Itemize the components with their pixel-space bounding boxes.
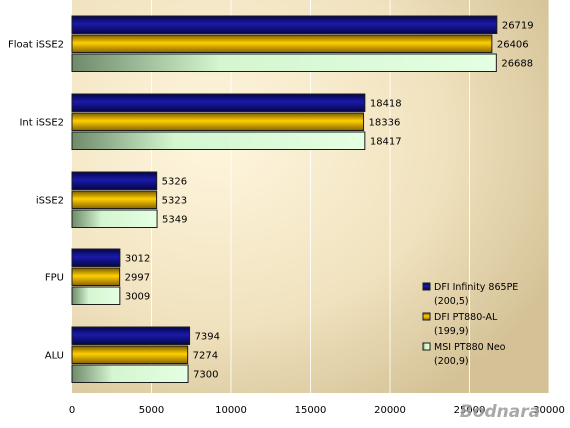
data-label: 18417 xyxy=(370,136,402,147)
category-labels: Float iSSE2 Int iSSE2 iSSE2 FPU ALU xyxy=(8,39,64,361)
legend-sublabel: (199,9) xyxy=(434,326,469,337)
data-label: 26406 xyxy=(497,39,529,50)
category-label: Int iSSE2 xyxy=(19,117,64,128)
x-tick-label: 0 xyxy=(69,405,75,416)
data-label: 26688 xyxy=(501,58,533,69)
bar xyxy=(71,93,366,112)
x-tick-label: 5000 xyxy=(139,405,164,416)
data-label: 5326 xyxy=(162,176,187,187)
legend: DFI Infinity 865PE (200,5) DFI PT880-AL (19… xyxy=(422,282,518,367)
data-label: 18418 xyxy=(370,98,402,109)
data-label: 26719 xyxy=(502,20,534,31)
data-label: 7300 xyxy=(193,369,218,380)
bar xyxy=(71,209,158,228)
category-label: ALU xyxy=(45,350,64,361)
x-tick-label: 25000 xyxy=(454,405,486,416)
bar xyxy=(71,286,121,305)
bar xyxy=(71,15,498,34)
legend-label: MSI PT880 Neo xyxy=(434,342,506,353)
x-tick-label: 30000 xyxy=(533,405,565,416)
bar xyxy=(71,34,493,53)
category-label: Float iSSE2 xyxy=(8,39,64,50)
data-label: 7394 xyxy=(195,331,220,342)
data-label: 7274 xyxy=(193,350,218,361)
bar xyxy=(71,171,158,190)
data-label: 5323 xyxy=(162,195,187,206)
bar xyxy=(71,131,366,150)
x-tick-label: 20000 xyxy=(374,405,406,416)
data-label: 5349 xyxy=(162,214,187,225)
data-label: 3009 xyxy=(125,291,150,302)
bar xyxy=(71,364,189,383)
legend-label: DFI PT880-AL xyxy=(434,312,498,323)
legend-swatch xyxy=(422,342,431,351)
legend-sublabel: (200,5) xyxy=(434,296,469,307)
bar xyxy=(71,53,497,72)
bar xyxy=(71,112,365,131)
legend-swatch xyxy=(422,312,431,321)
data-label: 2997 xyxy=(125,272,150,283)
bar xyxy=(71,267,121,286)
data-label: 3012 xyxy=(125,253,150,264)
category-label: iSSE2 xyxy=(36,195,64,206)
watermark: Bodnara xyxy=(460,402,540,422)
legend-label: DFI Infinity 865PE xyxy=(434,282,518,293)
legend-swatch xyxy=(422,282,431,291)
bar xyxy=(71,190,158,209)
bar xyxy=(71,345,189,364)
category-label: FPU xyxy=(45,272,64,283)
x-axis-ticks: 0 5000 10000 15000 20000 25000 30000 xyxy=(69,405,565,416)
bars: 26719 26406 26688 18418 18336 18417 5326 5323 53… xyxy=(71,15,534,383)
bar xyxy=(71,248,121,267)
legend-sublabel: (200,9) xyxy=(434,356,469,367)
data-label: 18336 xyxy=(369,117,401,128)
x-tick-label: 15000 xyxy=(295,405,327,416)
bar xyxy=(71,326,191,345)
x-tick-label: 10000 xyxy=(215,405,247,416)
